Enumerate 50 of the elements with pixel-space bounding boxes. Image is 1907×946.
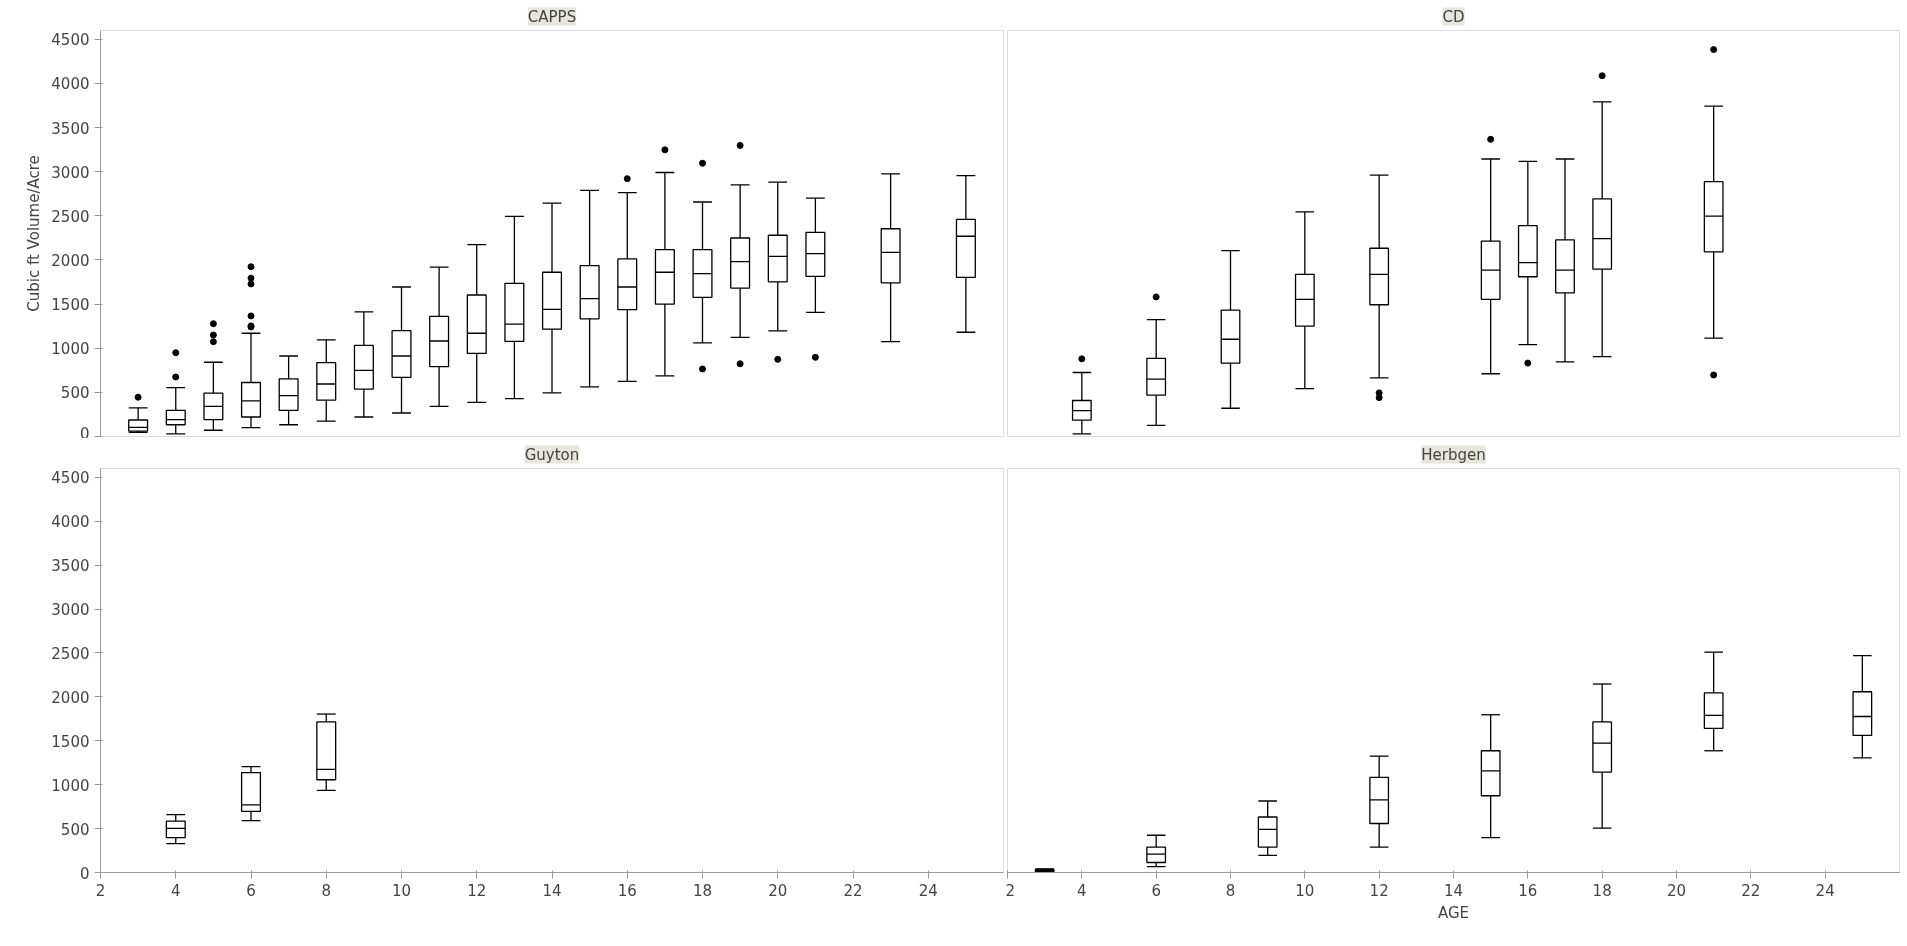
chart-title: CD bbox=[1442, 7, 1465, 26]
x-tick-label: 22 bbox=[1741, 881, 1761, 900]
x-tick-label: 16 bbox=[1518, 881, 1538, 900]
y-tick-label: 4500 bbox=[51, 469, 90, 488]
x-tick-label: 18 bbox=[1592, 881, 1612, 900]
x-tick-label: 24 bbox=[918, 881, 938, 900]
chart-title: Guyton bbox=[524, 445, 580, 464]
x-tick-label: 4 bbox=[170, 881, 181, 900]
x-tick-label: 20 bbox=[768, 881, 788, 900]
x-tick-label: 24 bbox=[1815, 881, 1835, 900]
y-tick-label: 1000 bbox=[51, 340, 90, 359]
x-tick-label: 12 bbox=[1369, 881, 1389, 900]
x-tick-label: 2 bbox=[95, 881, 106, 900]
y-tick-label: 2500 bbox=[51, 207, 90, 226]
x-tick-label: 14 bbox=[542, 881, 562, 900]
x-tick-label: 12 bbox=[467, 881, 487, 900]
x-tick-label: 22 bbox=[843, 881, 863, 900]
chart-title: CAPPS bbox=[527, 7, 577, 26]
y-tick-label: 3000 bbox=[51, 601, 90, 620]
y-tick-label: 2000 bbox=[51, 251, 90, 270]
y-tick-label: 3000 bbox=[51, 163, 90, 182]
x-tick-label: 10 bbox=[1295, 881, 1315, 900]
x-tick-label: 2 bbox=[1005, 881, 1016, 900]
x-tick-label: 6 bbox=[1151, 881, 1161, 900]
x-axis-title: AGE bbox=[1437, 903, 1470, 922]
y-tick-label: 3500 bbox=[51, 557, 90, 576]
y-tick-label: 4500 bbox=[51, 31, 90, 50]
y-tick-label: 4000 bbox=[51, 513, 90, 532]
y-tick-label: 0 bbox=[79, 864, 90, 883]
x-tick-label: 18 bbox=[692, 881, 713, 900]
x-tick-label: 8 bbox=[321, 881, 332, 900]
y-tick-label: 500 bbox=[60, 384, 90, 403]
x-tick-label: 14 bbox=[1443, 881, 1464, 900]
y-tick-label: 1500 bbox=[51, 732, 90, 751]
chart-title: Herbgen bbox=[1421, 445, 1486, 464]
y-tick-label: 500 bbox=[60, 820, 90, 839]
y-tick-label: 1500 bbox=[51, 296, 90, 315]
x-tick-label: 4 bbox=[1077, 881, 1087, 900]
x-tick-label: 8 bbox=[1225, 881, 1236, 900]
x-tick-label: 20 bbox=[1666, 881, 1687, 900]
y-tick-label: 2000 bbox=[51, 688, 90, 707]
x-tick-label: 6 bbox=[246, 881, 256, 900]
y-tick-label: 4000 bbox=[51, 75, 90, 94]
y-tick-label: 2500 bbox=[51, 644, 90, 663]
y-tick-label: 3500 bbox=[51, 119, 90, 138]
y-tick-label: 1000 bbox=[51, 776, 90, 795]
y-axis-title: Cubic ft Volume/Acre bbox=[25, 155, 44, 312]
y-tick-label: 0 bbox=[79, 424, 90, 443]
x-tick-label: 10 bbox=[391, 881, 412, 900]
x-tick-label: 16 bbox=[617, 881, 637, 900]
